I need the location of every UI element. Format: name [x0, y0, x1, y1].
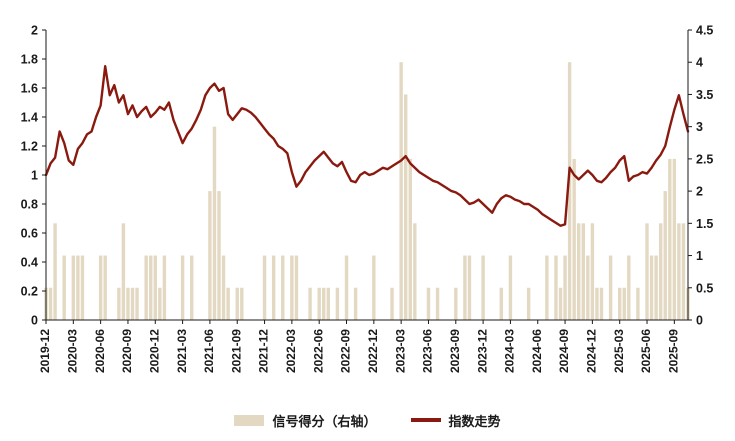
legend-item-signal-score: 信号得分（右轴） [234, 411, 377, 430]
svg-text:1.2: 1.2 [21, 140, 38, 154]
signal-bar-swatch [234, 414, 265, 426]
svg-text:2: 2 [31, 24, 38, 38]
svg-text:2022-03: 2022-03 [284, 329, 298, 373]
svg-text:0.4: 0.4 [21, 256, 38, 270]
index-line-swatch [410, 418, 441, 422]
svg-text:2025-09: 2025-09 [667, 329, 681, 373]
legend: 信号得分（右轴） 指数走势 [0, 407, 735, 433]
svg-text:2021-06: 2021-06 [202, 329, 216, 373]
svg-text:0.6: 0.6 [21, 227, 38, 241]
svg-text:0.8: 0.8 [21, 198, 38, 212]
svg-text:2021-03: 2021-03 [175, 329, 189, 373]
chart-area: 2 1.8 1.6 1.4 1.2 1 0.8 0.6 0.4 0.2 0 4.5 4 3.5 3 2.5 2 1… [21, 24, 714, 374]
svg-text:2: 2 [696, 185, 703, 199]
svg-text:2020-09: 2020-09 [120, 329, 134, 373]
svg-text:4: 4 [696, 56, 703, 70]
svg-text:3.5: 3.5 [696, 88, 713, 102]
svg-text:2024-06: 2024-06 [530, 329, 544, 373]
svg-text:2023-06: 2023-06 [421, 329, 435, 373]
svg-text:1.8: 1.8 [21, 53, 38, 67]
svg-text:0.2: 0.2 [21, 285, 38, 299]
svg-text:2020-12: 2020-12 [147, 329, 161, 373]
legend-label-index-trend: 指数走势 [448, 413, 501, 429]
svg-text:2023-12: 2023-12 [475, 329, 489, 373]
svg-text:2019-12: 2019-12 [38, 329, 52, 373]
svg-text:2022-09: 2022-09 [339, 329, 353, 373]
svg-text:2024-03: 2024-03 [503, 329, 517, 373]
svg-text:0: 0 [696, 314, 703, 328]
svg-text:1.4: 1.4 [21, 111, 38, 125]
svg-text:2023-03: 2023-03 [393, 329, 407, 373]
legend-item-index-trend: 指数走势 [410, 411, 501, 430]
svg-text:2022-06: 2022-06 [311, 329, 325, 373]
svg-text:1: 1 [31, 169, 38, 183]
svg-text:0.5: 0.5 [696, 281, 713, 295]
svg-text:2.5: 2.5 [696, 152, 713, 166]
svg-text:2023-09: 2023-09 [448, 329, 462, 373]
svg-text:2024-09: 2024-09 [557, 329, 571, 373]
svg-text:3: 3 [696, 120, 703, 134]
svg-text:1.6: 1.6 [21, 82, 38, 96]
svg-text:2020-03: 2020-03 [65, 329, 79, 373]
svg-text:2025-06: 2025-06 [639, 329, 653, 373]
svg-text:2024-12: 2024-12 [585, 329, 599, 373]
svg-text:0: 0 [31, 314, 38, 328]
svg-text:4.5: 4.5 [696, 24, 713, 38]
svg-text:2020-06: 2020-06 [93, 329, 107, 373]
legend-label-signal-score: 信号得分（右轴） [272, 413, 377, 429]
svg-text:1.5: 1.5 [696, 217, 713, 231]
svg-text:2022-12: 2022-12 [366, 329, 380, 373]
svg-text:2025-03: 2025-03 [612, 329, 626, 373]
chart-canvas: 2 1.8 1.6 1.4 1.2 1 0.8 0.6 0.4 0.2 0 4.5 4 3.5 3 2.5 2 1… [21, 24, 714, 374]
svg-text:1: 1 [696, 249, 703, 263]
svg-text:2021-12: 2021-12 [257, 329, 271, 373]
svg-text:2021-09: 2021-09 [229, 329, 243, 373]
